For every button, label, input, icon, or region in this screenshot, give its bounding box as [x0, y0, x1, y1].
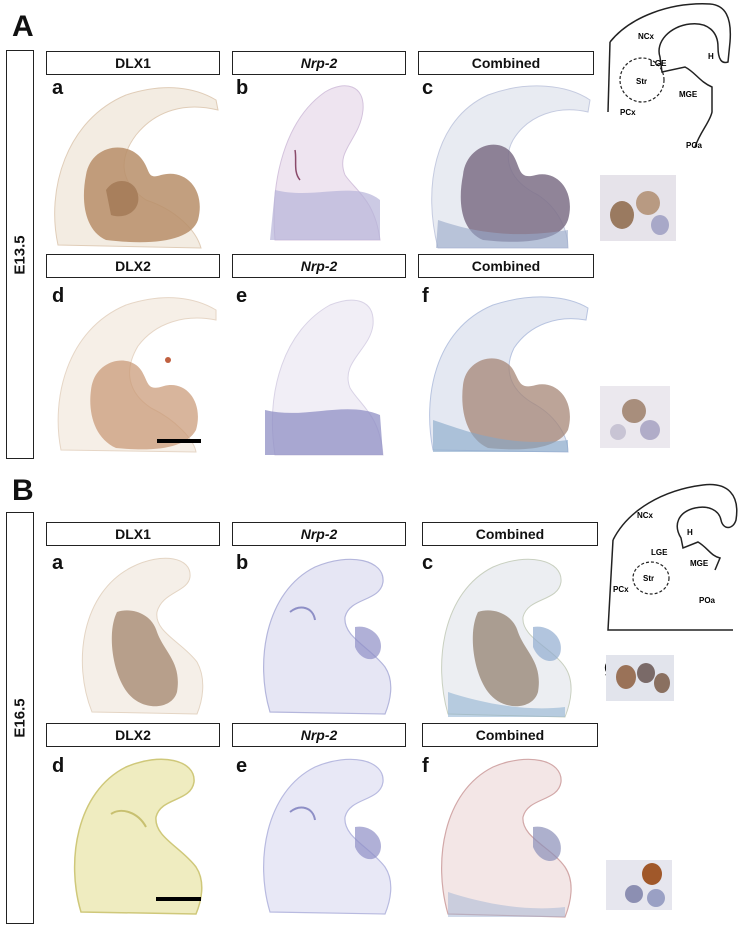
header-a-nrp2-1: Nrp-2: [232, 51, 406, 75]
inset-image-b-g: [606, 655, 674, 701]
image-b-combined: [441, 558, 572, 718]
header-a-dlx2: DLX2: [46, 254, 220, 278]
image-b-dlx1: [81, 557, 204, 715]
image-b-nrp2: [263, 558, 392, 715]
scale-bar-a: [157, 439, 201, 443]
header-a-dlx1: DLX1: [46, 51, 220, 75]
header-a-nrp2-2: Nrp-2: [232, 254, 406, 278]
image-b-dlx2: [73, 758, 203, 915]
image-a-nrp2: [270, 85, 381, 241]
inset-image-a-h: [600, 386, 670, 448]
sublabel-a-c: c: [422, 77, 434, 99]
sublabel-a-e: e: [236, 285, 248, 307]
sublabel-b-b: b: [236, 552, 249, 574]
header-b-combined-2: Combined: [422, 723, 598, 747]
sublabel-a-f: f: [422, 285, 429, 307]
sublabel-b-d: d: [52, 755, 65, 777]
header-a-combined-2: Combined: [418, 254, 594, 278]
sublabel-b-a: a: [52, 552, 64, 574]
image-b-nrp2-e: [263, 758, 392, 915]
diagram-label-h: H: [708, 52, 714, 61]
header-b-nrp2-2: Nrp-2: [232, 723, 406, 747]
schematic-diagram-a: NCx LGE H Str MGE PCx POa: [607, 3, 732, 150]
inset-image-a-g: [600, 175, 676, 241]
panel-letter-b: B: [12, 474, 34, 507]
diagram-label-ncx: NCx: [638, 32, 655, 41]
diagram-label-b-str: Str: [643, 574, 654, 583]
header-b-dlx2: DLX2: [46, 723, 220, 747]
diagram-label-mge: MGE: [679, 90, 698, 99]
image-a-dlx1: [54, 87, 219, 249]
scale-bar-b: [156, 897, 201, 901]
sublabel-a-a: a: [52, 77, 64, 99]
image-b-combined-f: [441, 758, 572, 918]
inset-image-b-h: [606, 860, 672, 910]
panel-letter-a: A: [12, 10, 34, 43]
diagram-label-lge: LGE: [650, 59, 667, 68]
header-b-combined-1: Combined: [422, 522, 598, 546]
image-a-combined-f: [429, 296, 589, 453]
header-a-combined-1: Combined: [418, 51, 594, 75]
age-label-box-a: E13.5: [6, 50, 34, 459]
sublabel-b-f: f: [422, 755, 429, 777]
header-b-nrp2-1: Nrp-2: [232, 522, 406, 546]
age-label-b: E16.5: [11, 698, 29, 738]
diagram-label-b-pcx: PCx: [613, 585, 629, 594]
age-label-a: E13.5: [11, 234, 29, 275]
diagram-label-b-lge: LGE: [651, 548, 668, 557]
age-label-box-b: E16.5: [6, 512, 34, 924]
image-a-combined: [431, 85, 591, 249]
sublabel-a-d: d: [52, 285, 65, 307]
image-a-dlx2: [57, 297, 217, 453]
header-b-dlx1: DLX1: [46, 522, 220, 546]
sublabel-b-e: e: [236, 755, 248, 777]
diagram-label-b-h: H: [687, 528, 693, 537]
diagram-label-b-mge: MGE: [690, 559, 709, 568]
image-a-nrp2-e: [265, 299, 384, 456]
diagram-label-pcx: PCx: [620, 108, 636, 117]
diagram-label-b-ncx: NCx: [637, 511, 654, 520]
diagram-label-b-poa: POa: [699, 596, 716, 605]
diagram-label-poa: POa: [686, 141, 703, 150]
sublabel-a-b: b: [236, 77, 249, 99]
sublabel-b-c: c: [422, 552, 434, 574]
diagram-label-str: Str: [636, 77, 647, 86]
schematic-diagram-b: NCx H LGE MGE Str PCx POa: [607, 483, 738, 631]
